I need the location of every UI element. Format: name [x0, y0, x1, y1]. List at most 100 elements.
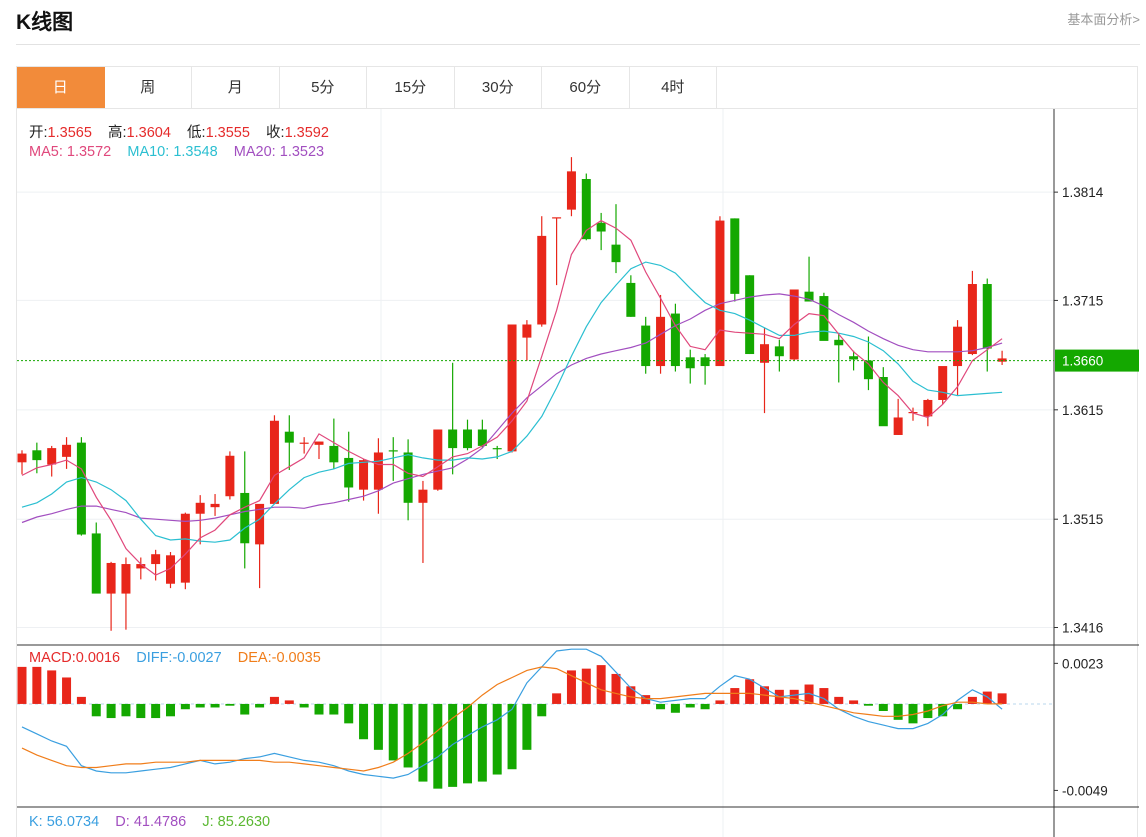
candle	[626, 275, 636, 317]
macd-histogram-bar	[849, 700, 859, 704]
fundamental-analysis-link[interactable]: 基本面分析>	[1067, 12, 1140, 27]
candle-body	[240, 492, 250, 544]
candle-body	[418, 489, 428, 503]
candle	[388, 437, 398, 481]
candle-body	[967, 284, 977, 355]
j-label: J:	[202, 814, 214, 830]
candle-body	[344, 457, 354, 488]
candle-body	[225, 455, 235, 497]
page-title: K线图	[16, 11, 74, 34]
candle-body	[938, 366, 948, 400]
candle	[834, 333, 844, 383]
macd-histogram-bar	[180, 703, 190, 710]
macd-histogram-bar	[240, 703, 250, 715]
candle-body	[47, 448, 57, 465]
candle-body	[670, 313, 680, 367]
candle	[596, 212, 606, 251]
candle	[982, 278, 992, 372]
candle-body	[76, 442, 86, 535]
candle-body	[656, 316, 666, 367]
macd-histogram-bar	[596, 665, 606, 704]
ohlc-readout: 开:1.3565 高:1.3604 低:1.3555 收:1.3592	[29, 121, 329, 142]
macd-histogram-bar	[47, 670, 57, 704]
tab-day[interactable]: 日	[17, 67, 105, 108]
macd-histogram-bar	[151, 703, 161, 719]
macd-histogram-bar	[611, 673, 621, 704]
macd-histogram-bar	[967, 696, 977, 704]
macd-tick-label: 0.0023	[1062, 656, 1103, 671]
kline-chart[interactable]: 1.3814 1.3715 1.3615 1.3515 1.3416 1.3660 0.00…	[17, 109, 1139, 837]
candle	[537, 216, 547, 327]
tab-4hour[interactable]: 4时	[630, 67, 717, 108]
current-price-label: 1.3660	[1062, 354, 1103, 369]
candle-body	[730, 218, 740, 294]
period-tabs: 日 周 月 5分 15分 30分 60分 4时	[16, 66, 1138, 109]
candle-body	[448, 429, 458, 449]
candle	[967, 270, 977, 356]
candle-body	[537, 235, 547, 325]
macd-histogram-bar	[656, 703, 666, 710]
candle-body	[32, 450, 42, 461]
close-label: 收:	[266, 125, 285, 141]
d-label: D:	[115, 814, 130, 830]
candle-body	[314, 441, 324, 445]
candle-body	[997, 358, 1007, 362]
candle	[76, 437, 86, 536]
macd-histogram-bar	[819, 688, 829, 704]
tab-week[interactable]: 周	[105, 67, 192, 108]
macd-histogram-bar	[284, 700, 294, 704]
candle	[774, 339, 784, 372]
high-label: 高:	[108, 125, 127, 141]
candle-body	[863, 360, 873, 380]
ma10-label: MA10:	[127, 144, 170, 160]
title-divider	[16, 44, 1140, 45]
tab-15min[interactable]: 15分	[367, 67, 455, 108]
macd-label: MACD:	[29, 650, 76, 666]
tab-60min[interactable]: 60分	[542, 67, 630, 108]
candle-body	[91, 533, 101, 594]
j-value: 85.2630	[217, 814, 271, 830]
candle-body	[982, 284, 992, 349]
candle-body	[284, 431, 294, 443]
candle	[893, 398, 903, 435]
macd-histogram-bar	[91, 703, 101, 717]
macd-histogram-bar	[225, 703, 235, 706]
candle-body	[373, 452, 383, 490]
tab-30min[interactable]: 30分	[455, 67, 542, 108]
candle	[240, 451, 250, 569]
macd-histogram-bar	[344, 703, 354, 724]
candle-body	[819, 296, 829, 341]
candle	[997, 350, 1007, 365]
ma5-label: MA5:	[29, 144, 63, 160]
tab-month[interactable]: 月	[192, 67, 280, 108]
candle-body	[269, 420, 279, 504]
candle-body	[492, 448, 502, 450]
ma20-value: 1.3523	[279, 144, 325, 160]
candle	[463, 419, 472, 451]
tab-5min[interactable]: 5分	[280, 67, 367, 108]
macd-histogram-bar	[537, 703, 547, 717]
macd-histogram-bar	[982, 691, 992, 704]
macd-histogram-bar	[463, 703, 472, 784]
candle	[804, 256, 814, 302]
macd-histogram-bar	[269, 696, 279, 704]
macd-histogram-bar	[106, 703, 116, 719]
candle	[715, 216, 725, 367]
macd-histogram-bar	[997, 693, 1007, 704]
macd-histogram-bar	[522, 703, 532, 750]
diff-value: -0.0027	[172, 650, 222, 666]
candle-body	[760, 344, 769, 363]
candle-body	[359, 460, 369, 490]
candle	[522, 320, 532, 361]
ma20-label: MA20:	[233, 144, 276, 160]
kline-chart-frame: 1.3814 1.3715 1.3615 1.3515 1.3416 1.3660 0.00…	[16, 109, 1139, 837]
candle-body	[507, 324, 517, 452]
d-value: 41.4786	[133, 814, 187, 830]
open-label: 开:	[29, 125, 48, 141]
candle	[745, 275, 755, 355]
candle	[32, 442, 42, 474]
ma20-line	[21, 293, 1003, 524]
candle	[448, 362, 458, 475]
candle-body	[329, 445, 339, 463]
candle-body	[834, 339, 844, 346]
